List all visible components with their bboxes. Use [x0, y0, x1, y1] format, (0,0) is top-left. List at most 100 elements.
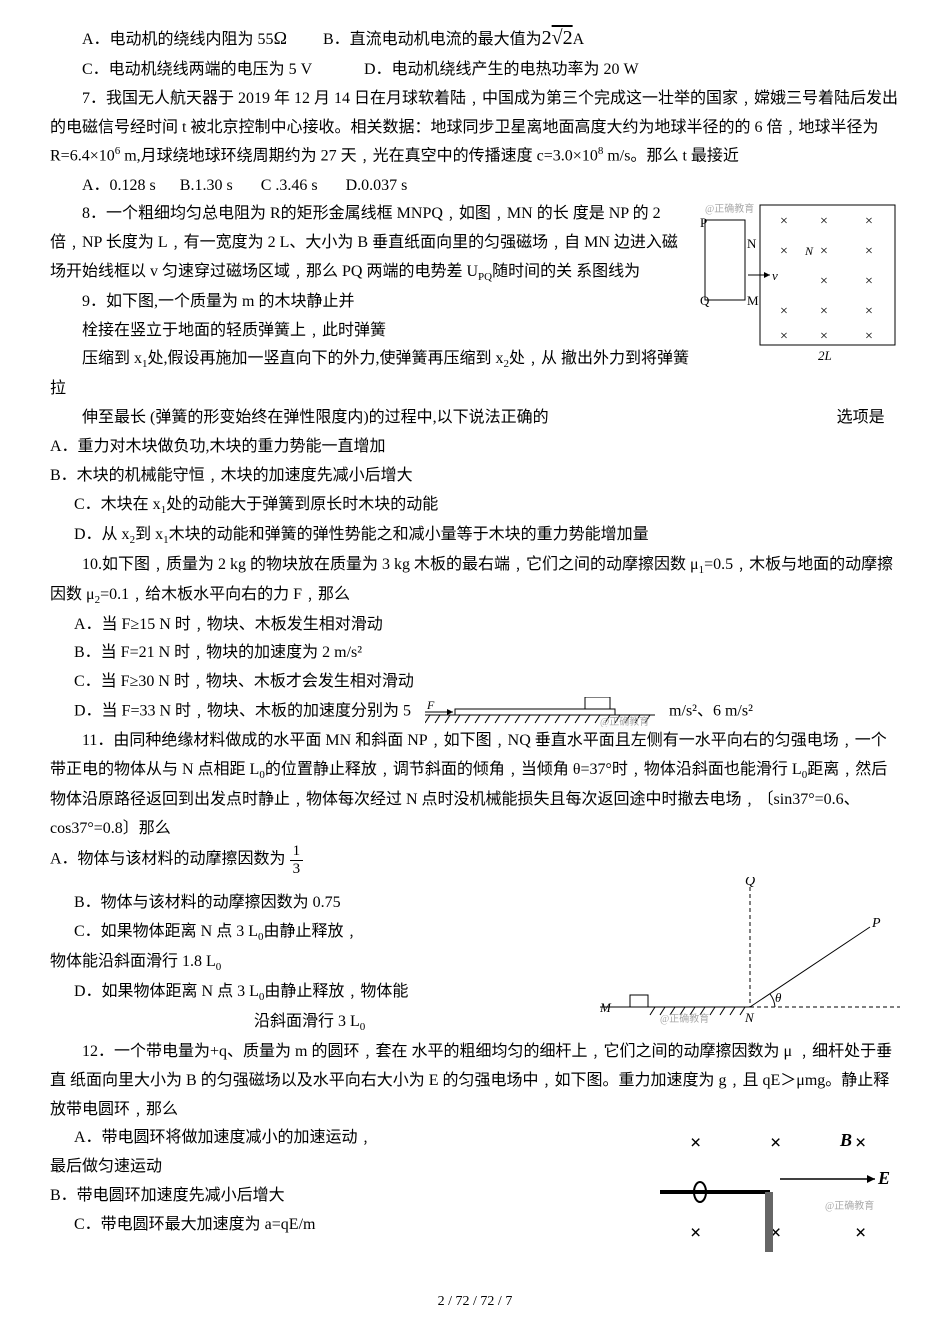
q7-opt-c: C .3.46 s — [261, 177, 318, 194]
label-m: M — [747, 293, 759, 308]
q12-stem: 12．一个带电量为+q、质量为 m 的圆环﹐套在 水平的粗细均匀的细杆上﹐它们之… — [50, 1038, 900, 1124]
q11-opt-a: A．物体与该材料的动摩擦因数为 1 3 — [50, 843, 900, 877]
svg-text:×: × — [865, 274, 873, 289]
label-theta: θ — [775, 990, 782, 1005]
q6-opt-b: B．直流电动机电流的最大值为 — [323, 31, 542, 48]
post — [765, 1192, 773, 1252]
q7-stem-2: m,月球绕地球环绕周期约为 27 天﹐光在真空中的传播速度 c=3.0×10 — [120, 148, 598, 165]
label-p: P — [871, 916, 881, 931]
q9-s4-line: 伸至最长 (弹簧的形变始终在弹性限度内)的过程中,以下说法正确的 选项是 — [50, 404, 900, 433]
x-marks: ××× ×N×× ×× ××× ××× — [780, 214, 873, 344]
label-e: E — [877, 1168, 890, 1188]
t2: 到 x — [135, 526, 163, 543]
svg-text:N: N — [804, 244, 814, 258]
q7: 7．我国无人航天器于 2019 年 12 月 14 日在月球软着陆﹐中国成为第三… — [50, 85, 900, 201]
q10-opt-d-a: D．当 F=33 N 时﹐物块、木板的加速度分别为 5 — [74, 703, 411, 720]
q6-options: A．电动机的绕线内阻为 55Ω B．直流电动机电流的最大值为2√2A C．电动机… — [50, 20, 900, 85]
t: 物体能沿斜面滑行 1.8 L — [50, 953, 216, 970]
label-2l: 2L — [818, 348, 832, 363]
ohm-symbol: Ω — [274, 28, 287, 48]
svg-text:×: × — [865, 329, 873, 344]
q8: @正确教育 P Q M N v ××× ×N×× ×× ××× ××× 2L 8… — [50, 200, 900, 288]
label-n: N — [747, 236, 757, 251]
label-m: M — [600, 1000, 612, 1015]
q12-s3: 纸面向里大小为 B 的匀强磁场以及水平向右大小为 E 的匀强电场中﹐如下图。重力… — [50, 1072, 889, 1118]
t3: 沿斜面滑行 3 L — [254, 1013, 360, 1030]
sub: PQ — [478, 271, 492, 283]
frame — [705, 220, 745, 300]
t2: 处,假设再施加一竖直向下的外力,使弹簧再压缩到 x — [148, 350, 504, 367]
q8-s4: 系图线为 — [576, 263, 640, 280]
den: 3 — [290, 861, 304, 878]
q6-opt-a: A．电动机的绕线内阻为 55 — [82, 31, 274, 48]
svg-text:×: × — [855, 1132, 866, 1154]
svg-text:×: × — [855, 1222, 866, 1244]
t: C．如果物体距离 N 点 3 L — [74, 923, 258, 940]
q11-figure: Q P θ M N @正确教育 — [600, 877, 900, 1027]
board — [455, 709, 615, 715]
wm: @正确教育 — [825, 1199, 874, 1212]
label-f: F — [426, 698, 435, 712]
page-number: 2 / 72 / 72 / 7 — [50, 1289, 900, 1314]
q6-val: 2√2 — [542, 27, 573, 49]
q8-s1: 8．一个粗细均匀总电阻为 R的矩形金属线框 MNPQ﹐如图﹐MN 的长 — [82, 205, 569, 222]
t: 压缩到 x — [82, 350, 142, 367]
t2: 由静止释放﹐物体能 — [264, 983, 408, 1000]
t2: 处的动能大于弹簧到原长时木块的动能 — [166, 496, 438, 513]
label-v: v — [772, 268, 778, 283]
q9-s5: 选项是 — [837, 409, 885, 426]
q10-opt-d-line: D．当 F=33 N 时﹐物块、木板的加速度分别为 5 F @正确教育 m/s²… — [50, 697, 900, 727]
s: 0 — [216, 961, 222, 973]
arrow-head — [764, 272, 770, 278]
svg-text:×: × — [820, 214, 828, 229]
block — [630, 995, 648, 1007]
q6-line-cd: C．电动机绕线两端的电压为 5 V D．电动机绕线产生的电热功率为 20 W — [50, 56, 900, 85]
label-n: N — [744, 1010, 755, 1025]
q8-figure: @正确教育 P Q M N v ××× ×N×× ×× ××× ××× 2L — [700, 200, 900, 370]
q12-figure: ××× ××× B E @正确教育 — [660, 1124, 900, 1254]
q10-opt-d-b: m/s²、6 m/s² — [669, 703, 753, 720]
incline — [750, 927, 870, 1007]
e-arrow — [867, 1175, 875, 1183]
q10-opt-b: B．当 F=21 N 时﹐物块的加速度为 2 m/s² — [50, 639, 900, 668]
fraction-1-3: 1 3 — [290, 843, 304, 877]
block — [585, 697, 610, 709]
q9-s4: 伸至最长 (弹簧的形变始终在弹性限度内)的过程中,以下说法正确的 — [82, 409, 549, 426]
q7-opt-a: A．0.128 s — [82, 177, 156, 194]
q6-opt-c: C．电动机绕线两端的电压为 5 V — [82, 61, 312, 78]
svg-text:×: × — [780, 304, 788, 319]
q7-opt-d: D.0.037 s — [346, 177, 408, 194]
q12-s1: 12．一个带电量为+q、质量为 m 的圆环﹐套在 — [82, 1043, 407, 1060]
q7-stem: 7．我国无人航天器于 2019 年 12 月 14 日在月球软着陆﹐中国成为第三… — [50, 85, 900, 172]
t: A．物体与该材料的动摩擦因数为 — [50, 851, 286, 868]
q11-stem: 11．由同种绝缘材料做成的水平面 MN 和斜面 NP﹐如下图﹐NQ 垂直水平面且… — [50, 727, 900, 843]
q6-opt-d: D．电动机绕线产生的电热功率为 20 W — [364, 61, 639, 78]
t3: =0.1﹐给木板水平向右的力 F﹐那么 — [100, 586, 350, 603]
svg-text:×: × — [780, 329, 788, 344]
wm: @正确教育 — [600, 715, 649, 727]
label-p: P — [700, 215, 707, 230]
q9-opt-b: B．木块的机械能守恒﹐木块的加速度先减小后增大 — [50, 462, 900, 491]
q6-line-ab: A．电动机的绕线内阻为 55Ω B．直流电动机电流的最大值为2√2A — [50, 20, 900, 56]
num: 1 — [290, 843, 304, 861]
svg-text:×: × — [865, 214, 873, 229]
watermark: @正确教育 — [705, 202, 754, 215]
svg-text:×: × — [690, 1222, 701, 1244]
label-q: Q — [745, 877, 755, 889]
q7-opt-b: B.1.30 s — [180, 177, 233, 194]
label-q: Q — [700, 293, 710, 308]
svg-text:×: × — [780, 244, 788, 259]
svg-text:×: × — [865, 244, 873, 259]
t: 10.如下图﹐质量为 2 kg 的物块放在质量为 3 kg 木板的最右端﹐它们之… — [82, 556, 699, 573]
q6-unit: A — [573, 31, 585, 48]
t3: 处﹐从 — [509, 350, 557, 367]
svg-text:×: × — [865, 304, 873, 319]
q9-opt-a: A．重力对木块做负功,木块的重力势能一直增加 — [50, 433, 900, 462]
q10-opt-c: C．当 F≥30 N 时﹐物块、木板才会发生相对滑动 — [50, 668, 900, 697]
s2: 0 — [360, 1021, 366, 1033]
t2: 的位置静止释放﹐调节斜面的倾角﹐当倾角 θ=37°时﹐物体沿斜面也能滑行 L — [265, 761, 802, 778]
force-arrow — [447, 709, 453, 715]
q8-s3e: 随时间的关 — [492, 263, 572, 280]
svg-text:×: × — [820, 244, 828, 259]
svg-text:×: × — [820, 329, 828, 344]
